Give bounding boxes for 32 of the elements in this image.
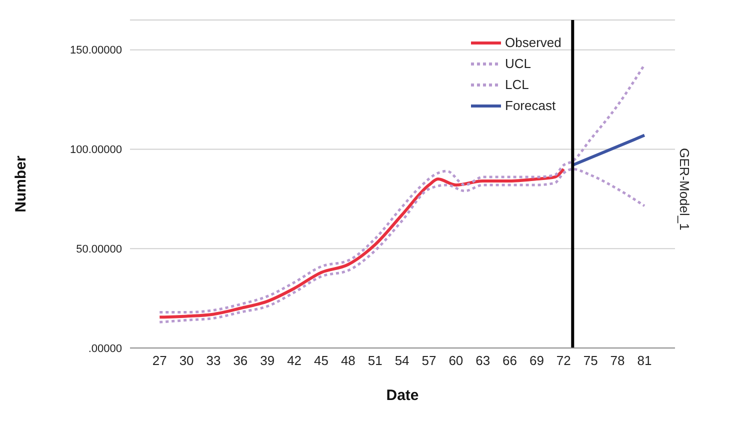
- y-axis-title: Number: [12, 156, 30, 212]
- x-tick-label: 51: [368, 353, 382, 368]
- y-tick-label: 150.00000: [70, 44, 122, 57]
- x-tick-label: 30: [179, 353, 194, 368]
- text: GER-Model_1: [677, 148, 692, 230]
- x-tick-label: 27: [152, 353, 167, 368]
- x-tick-label: 66: [502, 353, 518, 368]
- legend-label: Observed: [505, 35, 562, 50]
- x-tick-label: 36: [233, 353, 248, 368]
- x-tick-label: 78: [610, 353, 625, 368]
- x-axis-title: Date: [386, 387, 419, 404]
- y-tick-label: .00000: [88, 342, 122, 355]
- x-tick-label: 33: [206, 353, 221, 368]
- x-tick-label: 60: [448, 353, 464, 368]
- x-tick-label: 48: [340, 353, 356, 368]
- x-tick-label: 57: [422, 353, 436, 368]
- x-tick-label: 39: [260, 353, 275, 368]
- x-tick-label: 72: [556, 353, 571, 368]
- legend-label: Forecast: [505, 98, 556, 113]
- y-tick-label: 50.00000: [76, 244, 122, 256]
- x-tick-label: 63: [476, 353, 490, 368]
- x-tick-label: 81: [637, 353, 652, 368]
- x-tick-label: 42: [287, 353, 302, 368]
- line-series: [158, 168, 566, 319]
- legend-label: UCL: [505, 56, 532, 71]
- legend-label: LCL: [505, 77, 529, 92]
- x-tick-label: 45: [314, 353, 328, 368]
- x-tick-label: 75: [583, 353, 598, 368]
- x-tick-label: 54: [394, 353, 410, 368]
- line-series: [158, 168, 646, 324]
- x-tick-label: 69: [529, 353, 544, 368]
- y-tick-label: 100.00000: [70, 144, 122, 156]
